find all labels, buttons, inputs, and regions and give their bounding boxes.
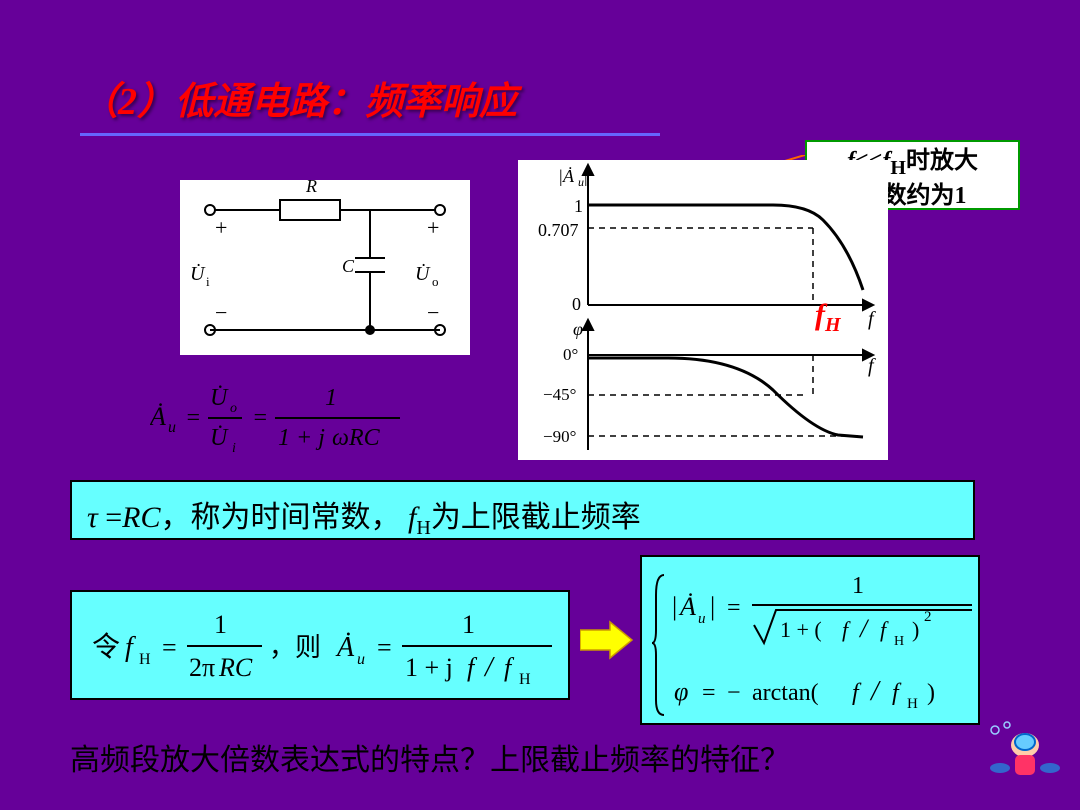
svg-text:u: u — [698, 611, 706, 627]
svg-text:|: | — [584, 166, 588, 186]
svg-text:H: H — [907, 696, 918, 712]
fH-marker: fH — [815, 298, 841, 337]
diver-icon — [985, 720, 1065, 790]
svg-text:2: 2 — [924, 609, 932, 625]
svg-text:Ȧ: Ȧ — [678, 592, 696, 621]
svg-text:f: f — [868, 308, 876, 330]
svg-text:0.707: 0.707 — [538, 220, 579, 240]
svg-text:f: f — [504, 653, 515, 682]
svg-text:−90°: −90° — [543, 427, 576, 446]
svg-text:ωRC: ωRC — [332, 425, 381, 451]
svg-text:f: f — [880, 617, 889, 642]
svg-text:=: = — [727, 595, 741, 621]
svg-text:i: i — [232, 441, 236, 456]
svg-text:/: / — [858, 614, 870, 643]
svg-text:=: = — [702, 680, 716, 706]
svg-text:H: H — [894, 634, 904, 649]
svg-text:1: 1 — [214, 610, 227, 639]
svg-text:f: f — [125, 632, 136, 663]
svg-text:1: 1 — [852, 573, 864, 599]
magnitude-phase-box: | Ȧ u | = 1 1 + ( f / f H ) 2 φ = − arc… — [640, 555, 980, 725]
svg-text:1: 1 — [574, 196, 583, 216]
svg-text:H: H — [519, 671, 531, 688]
svg-text:=: = — [252, 405, 268, 431]
question-text: 高频段放大倍数表达式的特点？上限截止频率的特征？ — [70, 735, 790, 779]
svg-text:0°: 0° — [563, 345, 578, 364]
Ui-sub: i — [206, 274, 210, 289]
svg-text:1 + (: 1 + ( — [780, 617, 822, 642]
svg-text:f: f — [842, 617, 851, 642]
svg-text:u: u — [168, 419, 176, 436]
svg-text:): ) — [912, 617, 919, 642]
minus-left: − — [215, 300, 227, 325]
svg-text:H: H — [139, 651, 151, 668]
svg-text:o: o — [230, 401, 237, 416]
svg-text:−45°: −45° — [543, 385, 576, 404]
svg-text:): ) — [927, 680, 935, 706]
svg-text:φ: φ — [573, 319, 583, 339]
svg-text:|: | — [672, 592, 677, 621]
svg-text:RC: RC — [218, 653, 253, 682]
Uo-sub: o — [432, 274, 439, 289]
svg-text:=: = — [162, 633, 177, 662]
C-label: C — [342, 256, 355, 276]
svg-text:f: f — [852, 680, 862, 706]
svg-text:2π: 2π — [189, 653, 215, 682]
svg-text:/: / — [869, 676, 881, 707]
svg-text:1: 1 — [462, 610, 475, 639]
svg-text:−: − — [727, 680, 741, 706]
svg-text:令: 令 — [92, 631, 120, 663]
svg-text:1 + j: 1 + j — [405, 653, 453, 682]
minus-right: − — [427, 300, 439, 325]
svg-text:Ȧ: Ȧ — [150, 402, 166, 431]
Uo-label: U̇ — [415, 262, 431, 285]
svg-text:arctan(: arctan( — [752, 680, 819, 706]
svg-text:f: f — [467, 653, 478, 682]
svg-text:/: / — [483, 652, 495, 683]
R-label: R — [305, 180, 317, 196]
svg-text:Ȧ: Ȧ — [335, 632, 355, 663]
plus-left: + — [215, 215, 227, 240]
svg-text:=: = — [377, 633, 392, 662]
circuit-diagram: R C + − + − U̇ i U̇ o — [180, 180, 470, 355]
plus-right: + — [427, 215, 439, 240]
eq-Au-definition: Ȧ u = U̇ o U̇ i = 1 1 + j ωRC — [150, 370, 410, 467]
svg-text:1: 1 — [325, 385, 337, 411]
Ui-label: U̇ — [190, 262, 206, 285]
svg-text:1 + j: 1 + j — [278, 425, 325, 451]
svg-text:，则: ，则 — [269, 633, 321, 662]
svg-text:|Ȧ: |Ȧ — [558, 166, 575, 186]
svg-text:U̇: U̇ — [210, 425, 229, 451]
svg-text:f: f — [868, 355, 876, 377]
svg-text:φ: φ — [674, 677, 688, 706]
svg-text:=: = — [185, 405, 201, 431]
svg-text:f: f — [892, 680, 902, 706]
fH-definition-box: 令 f H = 1 2π RC ，则 Ȧ u = 1 1 + j f / f … — [70, 590, 570, 700]
implies-arrow — [580, 620, 635, 660]
svg-text:0: 0 — [572, 294, 581, 314]
svg-text:U̇: U̇ — [210, 385, 229, 411]
slide-title: （2）低通电路：频率响应 — [80, 70, 660, 136]
tau-definition-box: τ =RC，称为时间常数， fH为上限截止频率 — [70, 480, 975, 540]
svg-text:u: u — [357, 651, 365, 668]
svg-text:|: | — [710, 592, 715, 621]
